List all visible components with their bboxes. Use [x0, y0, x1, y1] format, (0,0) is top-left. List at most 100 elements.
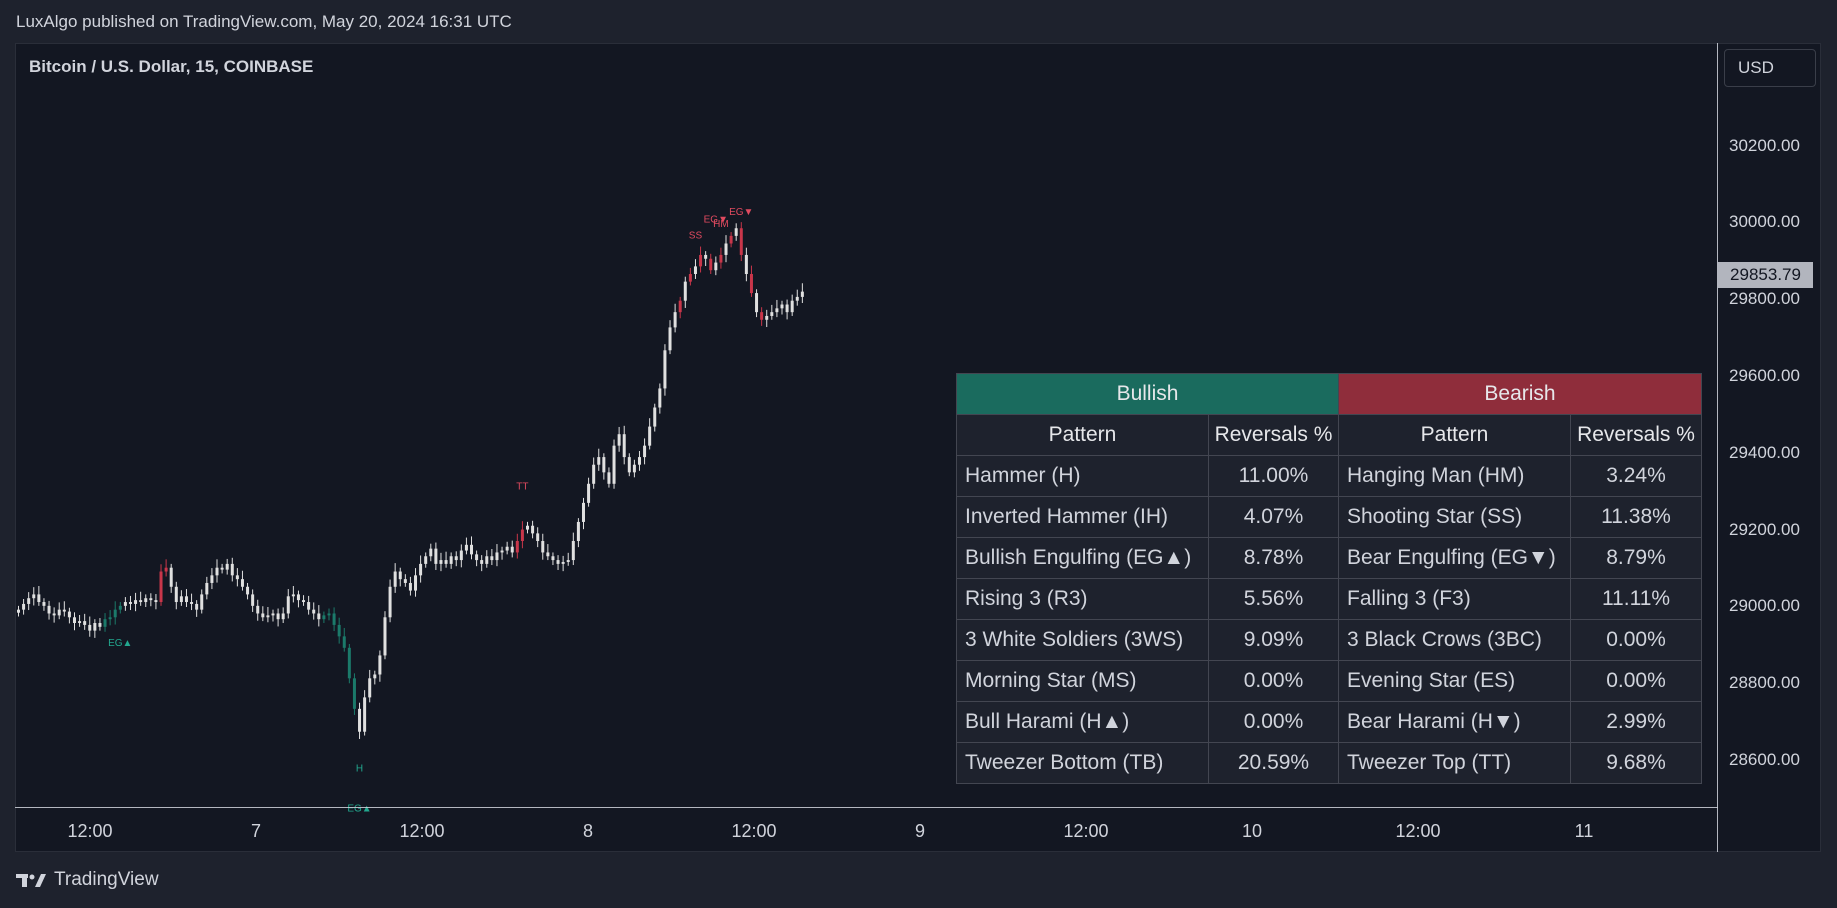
bear-pattern-col-header: Pattern — [1338, 414, 1571, 456]
bull-reversal-pct: 9.09% — [1208, 619, 1339, 661]
bull-pattern-col-header: Pattern — [956, 414, 1209, 456]
candle-body — [683, 281, 687, 301]
candle-body — [67, 611, 71, 618]
bull-pattern-name: Rising 3 (R3) — [956, 578, 1209, 620]
candle-body — [17, 609, 20, 613]
candle-body — [27, 598, 31, 604]
candle-body — [347, 647, 351, 679]
candle-body — [632, 464, 636, 473]
candle-body — [617, 434, 621, 446]
candle-body — [464, 544, 468, 551]
time-tick-label: 12:00 — [731, 821, 777, 841]
bear-pattern-name: 3 Black Crows (3BC) — [1338, 619, 1571, 661]
time-tick-label: 12:00 — [67, 821, 113, 841]
bearish-header: Bearish — [1338, 373, 1702, 415]
pattern-annotation: H — [356, 764, 363, 775]
price-axis-divider — [1717, 43, 1718, 852]
candle-body — [322, 615, 326, 620]
candle-body — [566, 560, 570, 562]
bull-reversal-pct: 4.07% — [1208, 496, 1339, 538]
time-tick-label: 12:00 — [399, 821, 445, 841]
candle-body — [195, 603, 199, 610]
candle-body — [470, 544, 474, 555]
brand-label: TradingView — [54, 869, 159, 890]
candle-body — [22, 603, 26, 610]
candle-body — [561, 561, 565, 564]
candle-body — [541, 541, 545, 553]
candle-body — [291, 594, 295, 597]
candle-body — [699, 254, 703, 267]
time-tick-label: 10 — [1241, 821, 1263, 841]
bear-pattern-name: Bear Engulfing (EG▼) — [1338, 537, 1571, 579]
candle-body — [571, 541, 575, 561]
candle-body — [128, 602, 132, 604]
candle-body — [225, 563, 229, 570]
candle-body — [286, 596, 290, 614]
candle-body — [734, 228, 738, 236]
candle-body — [612, 445, 616, 484]
candle-body — [495, 552, 499, 561]
candle-body — [363, 697, 367, 732]
candle-body — [266, 615, 270, 618]
candle-body — [169, 567, 173, 587]
candle-body — [531, 525, 535, 534]
candle-body — [795, 296, 799, 301]
time-axis-divider — [15, 807, 1718, 808]
candle-body — [627, 457, 631, 473]
candle-body — [546, 552, 550, 557]
bear-rev-col-header: Reversals % — [1570, 414, 1702, 456]
price-tick-label: 28600.00 — [1729, 750, 1800, 769]
candle-body — [235, 575, 239, 580]
candle-body — [673, 312, 677, 328]
pattern-annotation: EG▼ — [704, 215, 728, 226]
pattern-row: Morning Star (MS) 0.00% Evening Star (ES) 0… — [956, 660, 1702, 702]
pattern-row: Inverted Hammer (IH) 4.07% Shooting Star (… — [956, 496, 1702, 538]
bull-reversal-pct: 8.78% — [1208, 537, 1339, 579]
candle-body — [368, 678, 372, 698]
candle-body — [383, 617, 387, 656]
time-tick-label: 11 — [1574, 821, 1594, 841]
candle-body — [317, 613, 321, 620]
pattern-annotation: EG▼ — [729, 207, 753, 218]
candle-body — [454, 556, 458, 561]
tradingview-icon — [16, 874, 46, 887]
candle-body — [724, 243, 728, 255]
candle-body — [592, 464, 596, 484]
tradingview-logo[interactable]: TradingView — [16, 869, 159, 891]
candle-body — [215, 567, 219, 576]
candle-body — [780, 304, 784, 309]
candle-body — [134, 600, 138, 604]
candle-body — [602, 457, 606, 473]
bear-reversal-pct: 9.68% — [1570, 742, 1702, 784]
candle-body — [704, 254, 708, 259]
candle-body — [164, 567, 168, 572]
candle-body — [744, 254, 748, 275]
candle-body — [576, 521, 580, 542]
currency-button[interactable]: USD — [1724, 49, 1816, 87]
candle-body — [485, 556, 489, 564]
candle-body — [261, 613, 265, 618]
candle-body — [688, 274, 692, 282]
candle-body — [755, 293, 759, 313]
candle-body — [643, 445, 647, 458]
candle-body — [393, 571, 397, 587]
publish-header: LuxAlgo published on TradingView.com, Ma… — [16, 12, 512, 31]
bull-rev-col-header: Reversals % — [1208, 414, 1339, 456]
candle-body — [174, 586, 178, 603]
bear-pattern-name: Evening Star (ES) — [1338, 660, 1571, 702]
candle-body — [668, 327, 672, 351]
candle-body — [536, 533, 540, 542]
candle-body — [83, 621, 87, 625]
candle-body — [57, 609, 61, 616]
candle-body — [47, 605, 51, 614]
candle-body — [103, 619, 107, 627]
bull-pattern-name: Hammer (H) — [956, 455, 1209, 497]
pattern-stats-table: Bullish Bearish Pattern Reversals % Patt… — [956, 373, 1702, 784]
candle-body — [637, 457, 641, 465]
candle-body — [52, 613, 56, 616]
candle-body — [408, 582, 412, 591]
candle-body — [388, 586, 392, 618]
candle-body — [785, 304, 789, 313]
candle-body — [32, 594, 36, 599]
